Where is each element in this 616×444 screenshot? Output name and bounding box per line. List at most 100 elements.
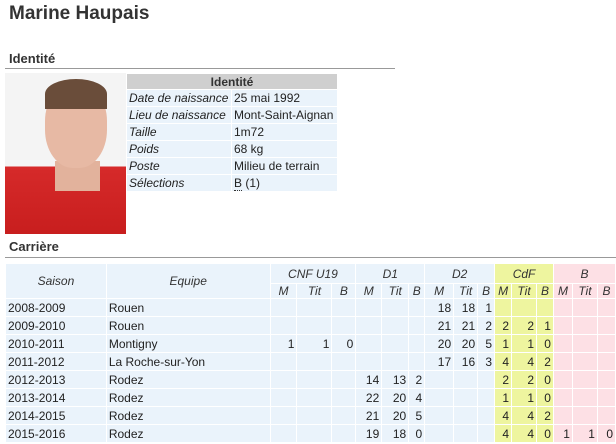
infobox-value-text: 1m72 <box>234 125 265 139</box>
page-title: Marine Haupais <box>9 3 150 24</box>
stat-cell <box>453 388 479 407</box>
infobox-row: Poste Milieu de terrain <box>127 158 337 174</box>
subheader-m: M <box>269 283 298 299</box>
infobox-value: B (1) <box>232 175 337 191</box>
stat-cell: 20 <box>381 388 410 407</box>
stat-cell <box>552 298 573 317</box>
infobox-label: Lieu de naissance <box>127 107 231 123</box>
stat-cell <box>424 370 455 389</box>
infobox-row: Date de naissance 25 mai 1992 <box>127 90 337 106</box>
stat-cell: 2 <box>494 370 513 389</box>
infobox-label: Sélections <box>127 175 231 191</box>
stat-cell <box>424 424 455 443</box>
team-cell: Rodez <box>105 424 271 443</box>
stat-cell <box>381 316 410 335</box>
stat-cell: 1 <box>511 334 538 353</box>
stat-cell: 0 <box>536 424 554 443</box>
stat-cell: 0 <box>408 424 426 443</box>
stat-cell <box>269 352 298 371</box>
stat-cell: 0 <box>536 334 554 353</box>
stat-cell: 3 <box>477 352 496 371</box>
table-row: 2008-2009 Rouen 18 18 1 <box>5 298 616 317</box>
stat-cell <box>596 298 616 317</box>
stat-cell <box>269 424 298 443</box>
stat-cell <box>408 334 426 353</box>
identity-infobox: Identité Date de naissance 25 mai 1992 Lie… <box>126 73 338 192</box>
stat-cell: 19 <box>355 424 383 443</box>
team-cell: Rodez <box>105 406 271 425</box>
season-cell: 2008-2009 <box>5 298 107 317</box>
stat-cell <box>453 424 479 443</box>
season-cell: 2012-2013 <box>5 370 107 389</box>
subheader-tit: Tit <box>296 283 333 299</box>
divider <box>5 68 395 69</box>
stat-cell: 4 <box>511 424 538 443</box>
stat-cell: 5 <box>408 406 426 425</box>
subheader-m: M <box>552 283 573 299</box>
infobox-value-text: 25 mai 1992 <box>234 91 301 105</box>
identity-heading: Identité <box>9 51 56 66</box>
stat-cell <box>453 370 479 389</box>
stat-cell <box>381 334 410 353</box>
stat-cell: 21 <box>453 316 479 335</box>
stat-cell: 2 <box>494 316 513 335</box>
subheader-m: M <box>355 283 383 299</box>
stat-cell: 2 <box>536 352 554 371</box>
stat-cell: 0 <box>536 388 554 407</box>
stat-cell <box>296 352 333 371</box>
team-cell: Rouen <box>105 316 271 335</box>
stat-cell <box>477 406 496 425</box>
table-row: 2009-2010 Rouen 21 21 2 2 2 1 <box>5 316 616 335</box>
table-row: 2012-2013 Rodez 14 13 2 2 2 0 <box>5 370 616 389</box>
subheader-tit: Tit <box>453 283 479 299</box>
stat-cell <box>355 334 383 353</box>
stat-cell <box>552 352 573 371</box>
stat-cell <box>424 388 455 407</box>
stat-cell <box>494 298 513 317</box>
stat-cell: 20 <box>381 406 410 425</box>
team-cell: Montigny <box>105 334 271 353</box>
header-season: Saison <box>5 263 107 299</box>
stat-cell: 4 <box>494 406 513 425</box>
stat-cell <box>296 298 333 317</box>
stat-cell: 4 <box>408 388 426 407</box>
team-cell: Rodez <box>105 388 271 407</box>
stat-cell: 21 <box>424 316 455 335</box>
stat-cell: 4 <box>494 352 513 371</box>
stat-cell: 2 <box>536 406 554 425</box>
stat-cell <box>571 370 598 389</box>
infobox-value-text: 68 kg <box>234 142 264 156</box>
infobox-value: Mont-Saint-Aignan <box>232 107 337 123</box>
stat-cell: 1 <box>296 334 333 353</box>
stat-cell: 20 <box>424 334 455 353</box>
infobox-label: Poids <box>127 141 231 157</box>
header-team: Equipe <box>105 263 271 299</box>
stat-cell <box>552 316 573 335</box>
stat-cell <box>331 316 357 335</box>
stat-cell <box>552 334 573 353</box>
stat-cell: 14 <box>355 370 383 389</box>
stat-cell <box>571 388 598 407</box>
table-row: 2010-2011 Montigny 1 1 0 20 20 5 1 1 0 <box>5 334 616 353</box>
stat-cell: 2 <box>477 316 496 335</box>
infobox-label: Taille <box>127 124 231 140</box>
season-cell: 2015-2016 <box>5 424 107 443</box>
table-row: 2013-2014 Rodez 22 20 4 1 1 0 <box>5 388 616 407</box>
infobox-title: Identité <box>127 74 337 89</box>
subheader-b: B <box>331 283 357 299</box>
subheader-tit: Tit <box>511 283 538 299</box>
stat-cell <box>331 298 357 317</box>
selection-abbr[interactable]: B <box>234 176 243 191</box>
career-table: Saison Equipe CNF U19 D1 D2 CdF B M Tit B M… <box>5 263 616 443</box>
subheader-tit: Tit <box>381 283 410 299</box>
stat-cell <box>296 406 333 425</box>
table-row: 2014-2015 Rodez 21 20 5 4 4 2 <box>5 406 616 425</box>
infobox-row: Taille 1m72 <box>127 124 337 140</box>
stat-cell <box>269 388 298 407</box>
team-cell: Rouen <box>105 298 271 317</box>
stat-cell <box>331 352 357 371</box>
stat-cell <box>331 388 357 407</box>
infobox-value-text: Mont-Saint-Aignan <box>234 108 334 122</box>
stat-cell: 1 <box>477 298 496 317</box>
stat-cell <box>511 298 538 317</box>
